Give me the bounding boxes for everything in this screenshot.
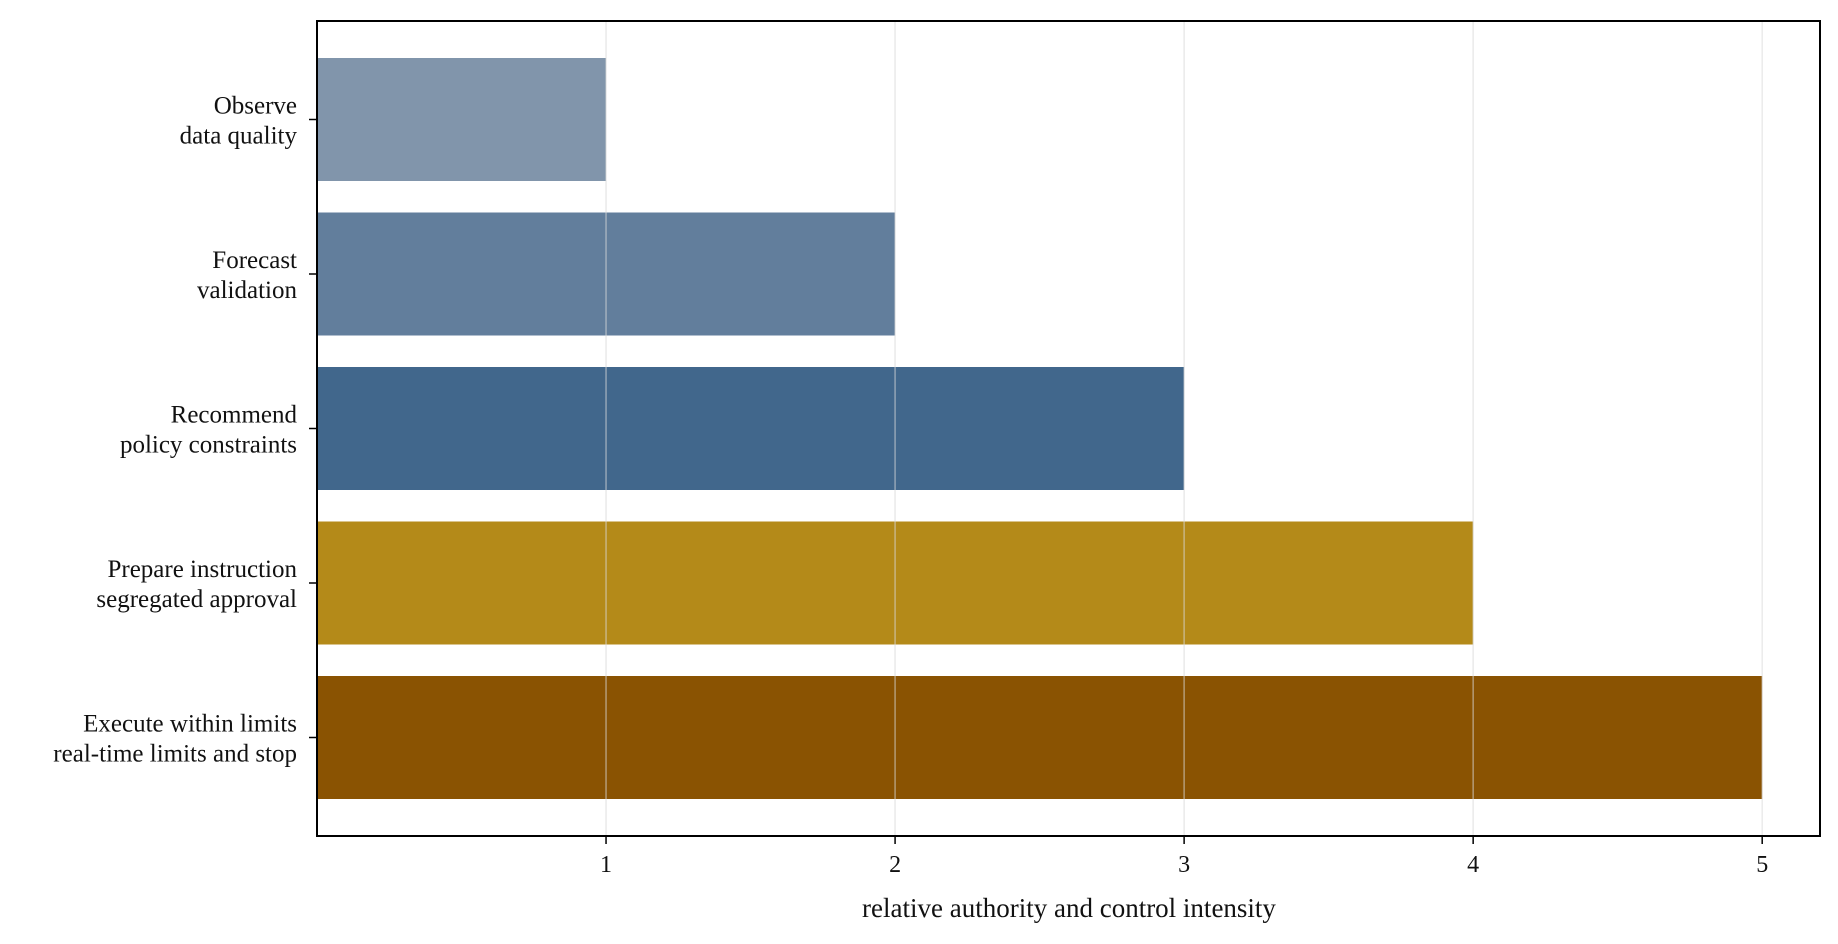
- bar-1: [317, 58, 607, 181]
- bar-3: [317, 367, 1185, 490]
- x-tick-label-1: 1: [600, 852, 612, 878]
- x-axis-label: relative authority and control intensity: [862, 893, 1276, 923]
- category-label-4: Prepare instruction segregated approval: [96, 556, 297, 613]
- y-axis: Observe data quality Forecast validation Rec…: [53, 93, 317, 768]
- category-label-1: Observe data quality: [180, 93, 298, 150]
- x-tick-label-2: 2: [889, 852, 901, 878]
- bar-5: [317, 676, 1763, 799]
- x-tick-label-4: 4: [1467, 852, 1479, 878]
- x-tick-label-5: 5: [1756, 852, 1768, 878]
- category-label-5: Execute within limits real-time limits an…: [53, 711, 297, 768]
- x-tick-label-3: 3: [1178, 852, 1190, 878]
- gridlines-layer: [605, 21, 1763, 836]
- category-label-2: Forecast validation: [197, 247, 297, 304]
- x-axis: 1 2 3 4 5: [600, 836, 1768, 878]
- category-label-3: Recommend policy constraints: [120, 402, 298, 459]
